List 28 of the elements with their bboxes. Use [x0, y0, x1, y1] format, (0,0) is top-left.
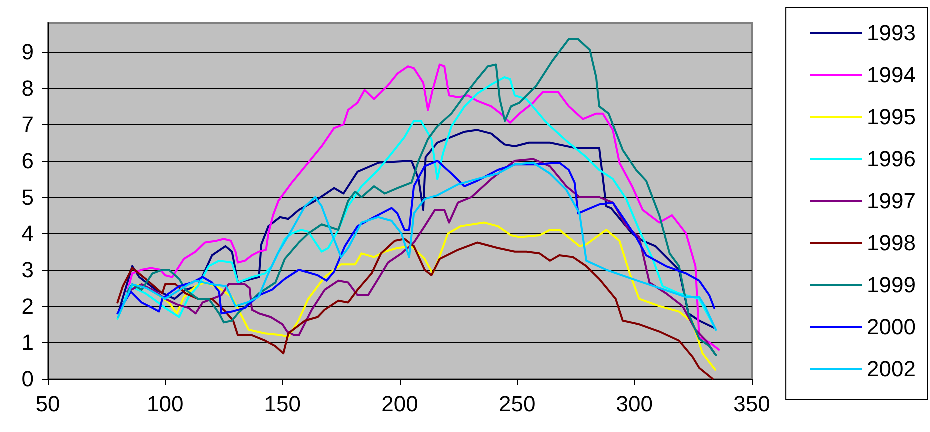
legend-label: 2000	[867, 314, 916, 340]
legend-label: 1996	[867, 146, 916, 172]
y-tick-label: 6	[22, 148, 34, 174]
y-tick-label: 3	[22, 258, 34, 283]
legend-label: 1994	[867, 62, 916, 88]
x-tick-label: 150	[264, 392, 302, 416]
y-tick-label: 9	[22, 40, 34, 65]
x-tick-label: 200	[382, 392, 418, 416]
x-tick-label: 50	[36, 392, 60, 416]
y-tick-label: 4	[22, 221, 34, 246]
legend-label: 1997	[867, 188, 916, 214]
legend-label: 1998	[867, 230, 916, 256]
y-tick-label: 5	[22, 184, 34, 210]
y-tick-label: 8	[22, 76, 34, 101]
legend-label: 1993	[867, 20, 916, 46]
y-tick-label: 7	[22, 112, 34, 138]
x-tick-label: 300	[616, 392, 654, 416]
line-series	[116, 238, 714, 380]
legend-label: 1999	[867, 272, 916, 298]
y-tick-label: 1	[22, 330, 34, 356]
line-series	[117, 129, 716, 330]
x-tick-label: 250	[498, 392, 536, 416]
x-tick-label: 350	[734, 392, 770, 416]
legend-label: 2002	[867, 356, 916, 382]
x-tick-label: 100	[146, 392, 184, 416]
y-tick-label: 0	[22, 366, 34, 392]
y-tick-label: 2	[22, 294, 34, 319]
legend-label: 1995	[867, 104, 916, 130]
